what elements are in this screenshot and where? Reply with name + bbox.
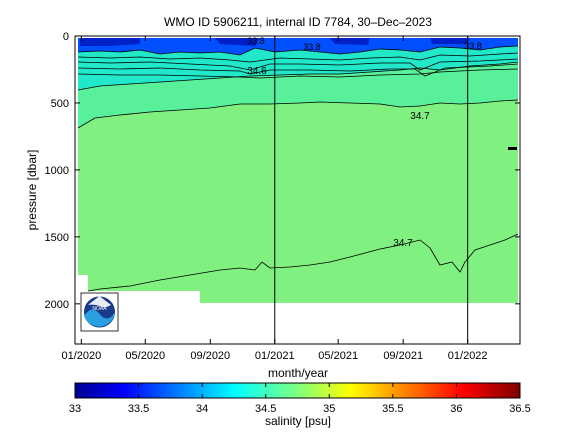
logo-lettering: NOAA	[92, 306, 107, 312]
colorbar-ticks: 33 33.5 34 34.5 35 35.5 36 36.5	[69, 383, 531, 415]
noaa-logo: NOAA	[80, 292, 119, 332]
colorbar-tick-label: 34.5	[255, 403, 276, 415]
x-tick-label: 01/2021	[255, 350, 295, 362]
y-tick-label: 1500	[45, 232, 69, 244]
axes-frame	[74, 35, 521, 345]
colorbar-tick-label: 33	[69, 403, 81, 415]
contour-lines	[77, 45, 519, 292]
contour-label: 34.7	[410, 111, 430, 122]
contour-line	[77, 52, 519, 63]
x-tick-label: 05/2021	[318, 350, 358, 362]
colorbar: 33 33.5 34 34.5 35 35.5 36 36.5 salinity [psu]	[69, 382, 531, 428]
colorbar-tick-label: 36	[450, 403, 462, 415]
contour-label: 34.7	[393, 238, 413, 249]
x-axis: 01/2020 05/2020 09/2020 01/2021 05/2021 09/20…	[61, 36, 488, 362]
colorbar-tick-label: 34	[196, 403, 208, 415]
y-tick-label: 2000	[45, 299, 69, 311]
y-tick-label: 1000	[45, 165, 69, 177]
colorbar-tick-label: 33.5	[128, 403, 149, 415]
colorbar-tick-label: 35	[323, 403, 335, 415]
contour-label: 33.8	[247, 36, 265, 46]
colorbar-gradient	[74, 382, 521, 399]
colorbar-tick-label: 36.5	[509, 403, 530, 415]
contour-line	[77, 61, 519, 91]
x-tick-label: 01/2022	[448, 350, 488, 362]
contour-line	[77, 58, 519, 71]
data-outlier-mark	[508, 147, 517, 150]
y-axis: 0 500 1000 1500 2000	[45, 31, 520, 311]
contour-line	[77, 99, 519, 129]
x-axis-label: month/year	[268, 366, 328, 380]
x-tick-label: 09/2020	[190, 350, 230, 362]
contour-line	[87, 233, 519, 292]
x-tick-label: 09/2021	[383, 350, 423, 362]
y-axis-label: pressure [dbar]	[25, 150, 39, 231]
chart-title: WMO ID 5906211, internal ID 7784, 30–Dec…	[164, 15, 432, 29]
y-tick-label: 500	[51, 98, 69, 110]
contour-label: 34.6	[247, 66, 267, 77]
contour-label: 33.8	[303, 42, 321, 52]
fill-fresh-patches	[80, 38, 470, 46]
contour-line	[77, 68, 519, 79]
plot-area: 34.6 34.7 34.7 33.8 33.8 33.8 NOAA	[74, 35, 521, 345]
x-tick-label: 05/2020	[125, 350, 165, 362]
y-tick-label: 0	[63, 31, 69, 43]
x-tick-label: 01/2020	[61, 350, 101, 362]
contour-line	[77, 45, 519, 56]
contour-line	[77, 63, 519, 77]
year-marker-lines	[274, 36, 469, 344]
contour-label: 33.8	[464, 41, 482, 51]
colorbar-tick-label: 35.5	[382, 403, 403, 415]
colorbar-label: salinity [psu]	[265, 414, 331, 428]
